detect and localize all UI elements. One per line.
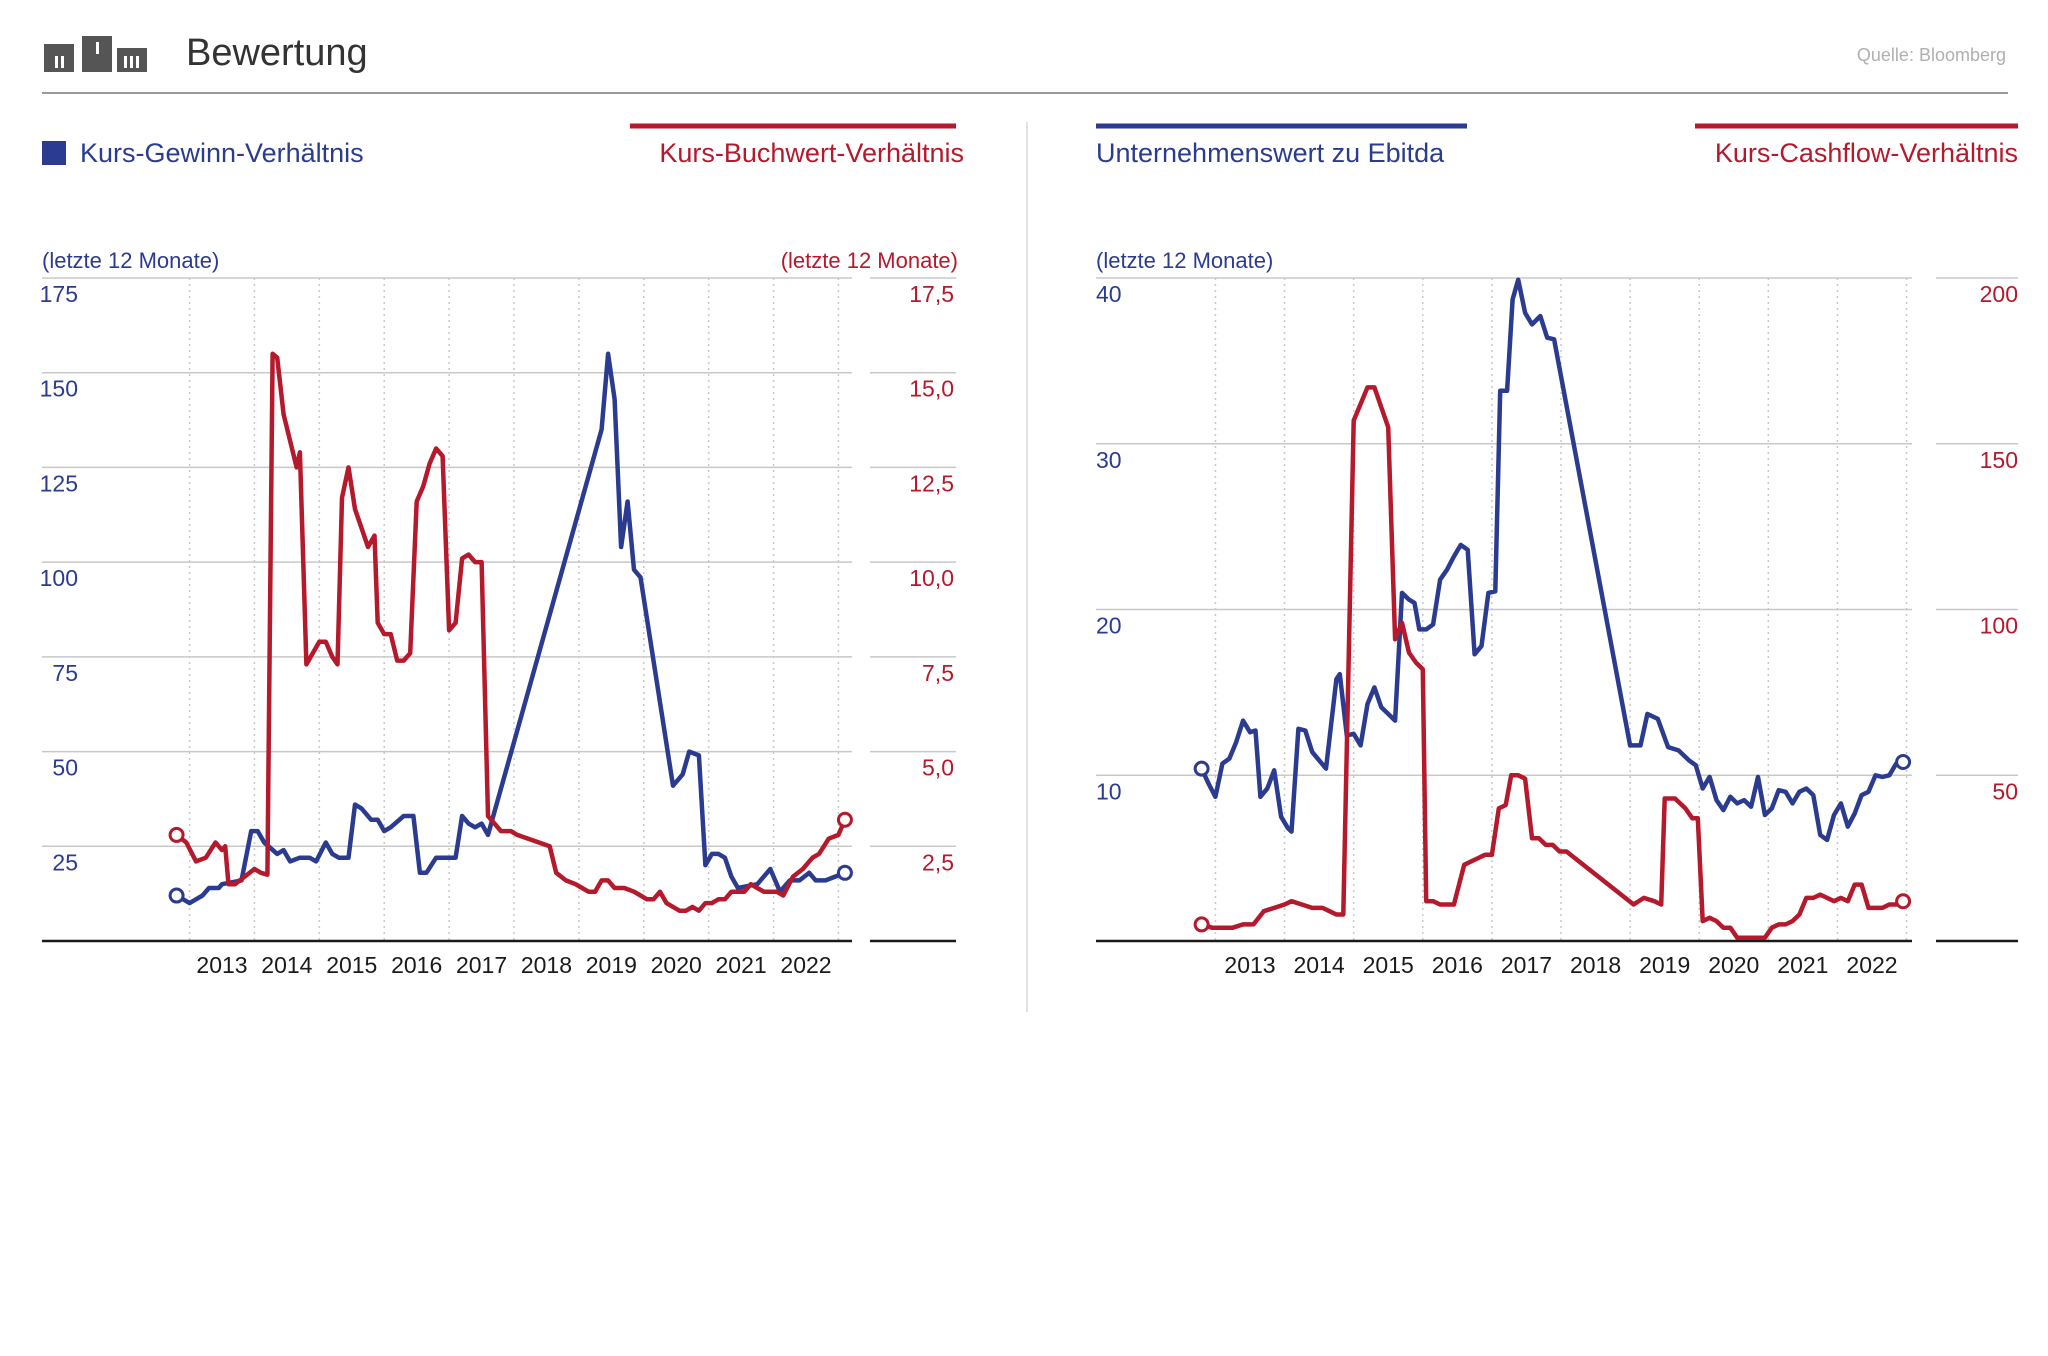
x-tick-label: 2014 <box>1294 952 1345 978</box>
x-tick-label: 2019 <box>586 952 637 978</box>
x-tick-label: 2022 <box>1846 952 1897 978</box>
legend-right-title: Kurs-Buchwert-Verhältnis <box>659 138 964 168</box>
left-axis-unit: (letzte 12 Monate) <box>42 248 219 273</box>
right-tick-label: 12,5 <box>909 470 954 496</box>
series-line-red <box>174 351 848 913</box>
left-tick-label: 25 <box>52 849 78 875</box>
x-tick-label: 2014 <box>261 952 312 978</box>
x-tick-label: 2020 <box>651 952 702 978</box>
legend-square-icon <box>42 141 66 165</box>
left-tick-label: 125 <box>40 470 78 496</box>
left-tick-label: 40 <box>1096 281 1122 307</box>
left-tick-label: 50 <box>52 755 78 781</box>
series-end-marker <box>836 864 853 881</box>
right-tick-label: 5,0 <box>922 755 954 781</box>
left-tick-label: 20 <box>1096 613 1122 639</box>
right-tick-label: 50 <box>1992 778 2018 804</box>
series-start-marker <box>1193 760 1210 777</box>
x-tick-label: 2013 <box>196 952 247 978</box>
chart-panel-2: Unternehmenswert zu Ebitda Kurs-Cashflow-… <box>1096 123 2018 978</box>
right-tick-label: 17,5 <box>909 281 954 307</box>
left-tick-label: 100 <box>40 565 78 591</box>
x-tick-label: 2020 <box>1708 952 1759 978</box>
right-tick-label: 7,5 <box>922 660 954 686</box>
left-tick-label: 75 <box>52 660 78 686</box>
logo <box>44 36 147 72</box>
chart-panel-1: Kurs-Gewinn-Verhältnis Kurs-Buchwert-Verh… <box>40 123 964 978</box>
legend-right-title: Kurs-Cashflow-Verhältnis <box>1715 138 2018 168</box>
series-start-marker <box>168 887 185 904</box>
logo-bar-1 <box>44 44 74 72</box>
right-tick-label: 150 <box>1980 447 2018 473</box>
x-tick-label: 2017 <box>456 952 507 978</box>
series-end-marker <box>1895 893 1912 910</box>
right-tick-label: 10,0 <box>909 565 954 591</box>
left-tick-label: 150 <box>40 376 78 402</box>
legend-left-title: Kurs-Gewinn-Verhältnis <box>80 138 364 168</box>
series-start-marker <box>1193 916 1210 933</box>
x-tick-label: 2016 <box>391 952 442 978</box>
series-end-marker <box>836 811 853 828</box>
series-line-blue <box>174 351 848 906</box>
source-note: Quelle: Bloomberg <box>1857 45 2006 65</box>
page-title: Bewertung <box>186 32 368 74</box>
x-tick-label: 2015 <box>326 952 377 978</box>
right-tick-label: 2,5 <box>922 849 954 875</box>
x-tick-label: 2013 <box>1224 952 1275 978</box>
left-axis-unit: (letzte 12 Monate) <box>1096 248 1273 273</box>
right-tick-label: 200 <box>1980 281 2018 307</box>
left-tick-label: 175 <box>40 281 78 307</box>
x-tick-label: 2018 <box>521 952 572 978</box>
series-end-marker <box>1895 753 1912 770</box>
right-axis-unit: (letzte 12 Monate) <box>781 248 958 273</box>
x-tick-label: 2022 <box>780 952 831 978</box>
x-tick-label: 2016 <box>1432 952 1483 978</box>
right-tick-label: 15,0 <box>909 376 954 402</box>
series-line-red <box>1199 385 1906 940</box>
x-tick-label: 2018 <box>1570 952 1621 978</box>
x-tick-label: 2017 <box>1501 952 1552 978</box>
left-tick-label: 30 <box>1096 447 1122 473</box>
x-tick-label: 2021 <box>1777 952 1828 978</box>
x-tick-label: 2019 <box>1639 952 1690 978</box>
right-tick-label: 100 <box>1980 613 2018 639</box>
left-tick-label: 10 <box>1096 778 1122 804</box>
legend-left-title: Unternehmenswert zu Ebitda <box>1096 138 1445 168</box>
x-tick-label: 2015 <box>1363 952 1414 978</box>
series-line-blue <box>1199 277 1906 843</box>
x-tick-label: 2021 <box>716 952 767 978</box>
series-start-marker <box>168 826 185 843</box>
